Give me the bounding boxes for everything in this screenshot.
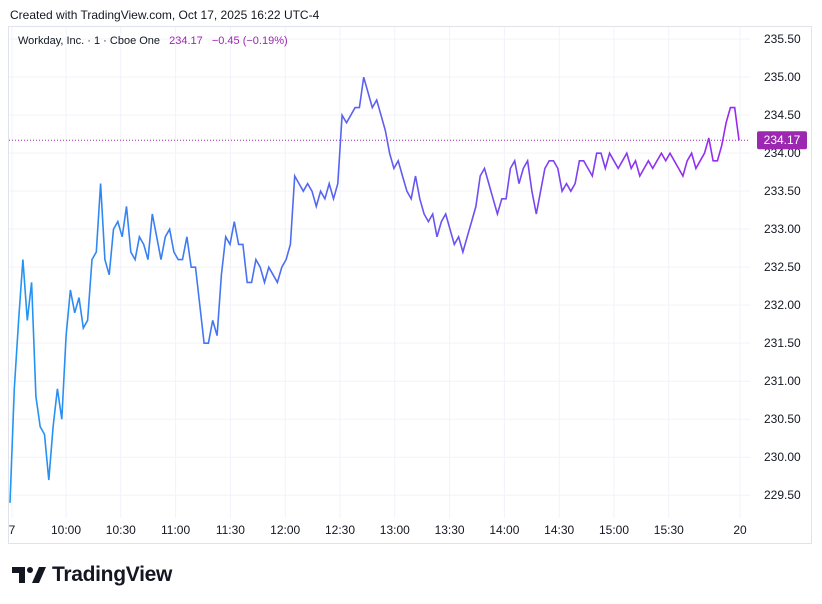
change-value: −0.45 (−0.19%) — [211, 35, 288, 47]
y-tick-label: 235.00 — [764, 70, 801, 84]
y-tick-label: 230.00 — [764, 450, 801, 464]
x-tick-label: 15:00 — [599, 523, 629, 537]
price-tag-label: 234.17 — [764, 133, 801, 147]
x-tick-label: 12:30 — [325, 523, 355, 537]
x-tick-label: 15:30 — [654, 523, 684, 537]
x-tick-label: 11:00 — [161, 523, 190, 537]
price-tag-box — [757, 131, 807, 150]
y-tick-label: 233.00 — [764, 222, 801, 236]
created-with-text: Created with TradingView.com, Oct 17, 20… — [10, 8, 320, 22]
x-tick-label: 14:00 — [489, 523, 519, 537]
y-tick-label: 232.50 — [764, 260, 801, 274]
y-tick-label: 234.00 — [764, 146, 801, 160]
y-tick-label: 231.00 — [764, 374, 801, 388]
price-axis: 229.50 230.00 230.50 231.00 231.50 232.00 232.… — [764, 32, 801, 502]
tradingview-logo-icon — [12, 567, 46, 583]
y-tick-label: 232.00 — [764, 298, 801, 312]
brand-name: TradingView — [52, 563, 173, 586]
x-tick-label: 12:00 — [270, 523, 300, 537]
chart-frame[interactable] — [8, 26, 812, 544]
y-tick-label: 234.50 — [764, 108, 801, 122]
y-tick-label: 233.50 — [764, 184, 801, 198]
last-value: 234.17 — [169, 35, 203, 47]
tradingview-logo[interactable]: TradingView — [12, 563, 172, 587]
x-tick-label: 20 — [733, 523, 747, 537]
symbol-text: Workday, Inc. · 1 · Cboe One — [18, 35, 161, 47]
chart-legend[interactable]: Workday, Inc. · 1 · Cboe One 234.17 −0.4… — [18, 35, 288, 47]
x-tick-label: 14:30 — [544, 523, 574, 537]
y-tick-label: 231.50 — [764, 336, 801, 350]
last-price-tag: 234.17 — [757, 131, 807, 150]
chart-grid — [9, 27, 750, 518]
x-tick-label: 13:00 — [380, 523, 410, 537]
x-tick-label: 10:00 — [51, 523, 81, 537]
y-tick-label: 229.50 — [764, 488, 801, 502]
x-tick-label: 10:30 — [106, 523, 136, 537]
x-tick-label: 7 — [9, 523, 16, 537]
series-line — [9, 76, 740, 503]
y-tick-label: 235.50 — [764, 32, 801, 46]
time-axis: 7 10:00 10:30 11:00 11:30 12:00 12:30 13:00 13:3… — [9, 523, 747, 537]
x-tick-label: 13:30 — [435, 523, 465, 537]
y-tick-label: 230.50 — [764, 412, 801, 426]
x-tick-label: 11:30 — [216, 523, 245, 537]
